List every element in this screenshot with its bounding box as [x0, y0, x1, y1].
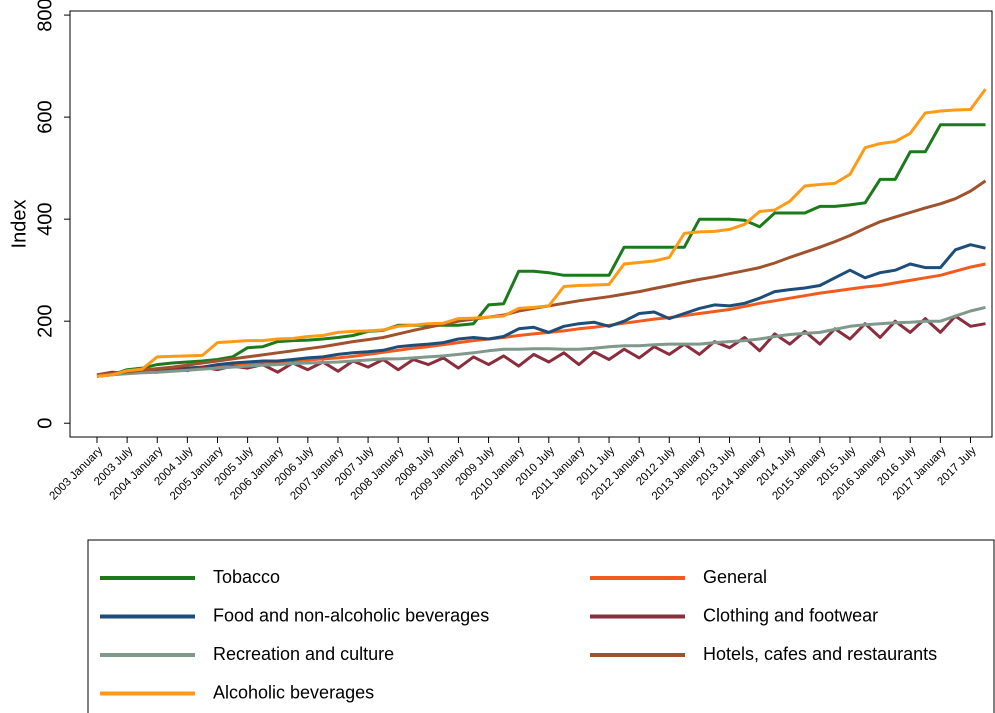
legend-label: Hotels, cafes and restaurants [703, 644, 937, 664]
legend-label: Clothing and footwear [703, 605, 878, 625]
legend-label: Tobacco [213, 567, 280, 587]
series-line [96, 305, 986, 378]
legend-label: Food and non-alcoholic beverages [213, 605, 489, 625]
legend-label: Recreation and culture [213, 644, 394, 664]
series-line [96, 262, 986, 378]
legend-label: Alcoholic beverages [213, 682, 374, 702]
series-line [96, 88, 987, 378]
series-line [96, 123, 986, 378]
legend-label: General [703, 567, 767, 587]
y-tick-label: 800 [34, 0, 56, 32]
plot-frame [69, 10, 993, 438]
series-line [96, 179, 987, 377]
y-tick-label: 200 [34, 305, 56, 338]
y-axis-label: Index [8, 200, 30, 249]
series-line [96, 243, 986, 378]
y-tick-label: 0 [34, 418, 56, 429]
legend-frame [87, 539, 995, 713]
x-tick-label: 2011 January [530, 445, 587, 502]
y-tick-label: 600 [34, 100, 56, 133]
y-tick-label: 400 [34, 202, 56, 235]
